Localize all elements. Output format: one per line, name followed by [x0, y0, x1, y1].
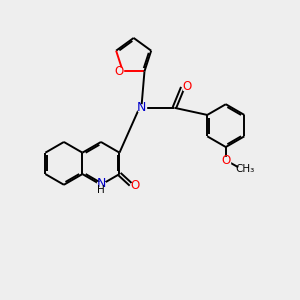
Bar	[131, 183, 139, 189]
Bar	[115, 68, 123, 75]
Text: O: O	[114, 65, 123, 78]
Bar	[222, 157, 230, 164]
Bar	[183, 83, 191, 90]
Text: O: O	[130, 179, 140, 193]
Text: N: N	[137, 101, 146, 114]
Text: CH₃: CH₃	[235, 164, 254, 174]
Text: O: O	[182, 80, 191, 93]
Bar	[97, 182, 105, 189]
Bar	[138, 104, 146, 111]
Text: H: H	[97, 184, 105, 194]
Text: N: N	[96, 177, 106, 190]
Text: O: O	[221, 154, 230, 167]
